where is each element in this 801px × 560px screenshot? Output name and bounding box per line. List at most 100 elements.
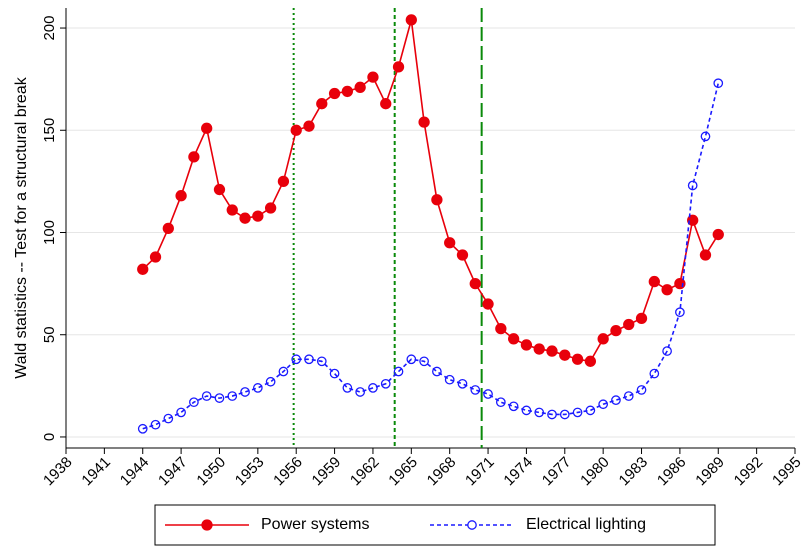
data-point xyxy=(687,214,699,226)
data-point xyxy=(329,368,340,379)
data-point xyxy=(240,387,250,397)
data-point xyxy=(507,333,520,345)
y-tick-label: 150 xyxy=(41,118,58,143)
x-tick-label: 1956 xyxy=(270,454,306,490)
data-point xyxy=(418,116,430,128)
x-tick-label: 1941 xyxy=(78,454,114,490)
x-tick-label: 1953 xyxy=(232,454,268,490)
data-point xyxy=(623,318,635,331)
data-point xyxy=(571,353,584,365)
data-point xyxy=(149,251,162,263)
data-point xyxy=(699,249,712,261)
data-point xyxy=(635,312,648,325)
x-tick-label: 1962 xyxy=(347,454,383,490)
data-point xyxy=(304,354,314,365)
data-point xyxy=(354,81,366,93)
x-tick-label: 1965 xyxy=(385,454,421,490)
data-point xyxy=(239,212,251,224)
data-point xyxy=(406,354,417,365)
data-point xyxy=(456,249,469,261)
data-point xyxy=(419,356,429,367)
data-point xyxy=(290,124,302,136)
x-tick-label: 1947 xyxy=(155,454,191,490)
x-tick-label: 1968 xyxy=(424,454,460,490)
data-point xyxy=(355,387,366,397)
data-point xyxy=(687,180,698,191)
data-point xyxy=(649,368,660,379)
data-point xyxy=(380,378,391,389)
data-point xyxy=(495,397,506,408)
series-line xyxy=(142,19,719,363)
data-point xyxy=(316,356,327,367)
x-tick-label: 1950 xyxy=(193,454,229,490)
data-point xyxy=(444,374,455,385)
x-tick-label: 1971 xyxy=(462,454,498,490)
series-line xyxy=(142,83,720,430)
x-tick-label: 1983 xyxy=(616,454,652,490)
data-point xyxy=(559,409,570,420)
data-point xyxy=(584,355,597,367)
data-point xyxy=(662,346,672,356)
x-tick-label: 1974 xyxy=(500,454,536,490)
data-point xyxy=(150,419,161,430)
data-point xyxy=(137,263,149,275)
data-point xyxy=(431,194,443,206)
data-point xyxy=(469,277,481,290)
data-point xyxy=(648,275,660,288)
data-point xyxy=(432,366,442,377)
data-point xyxy=(176,407,186,418)
data-point xyxy=(137,423,148,434)
data-point xyxy=(201,122,213,134)
data-point xyxy=(661,284,673,296)
x-tick-label: 1977 xyxy=(539,454,575,490)
data-point xyxy=(342,383,353,393)
data-point xyxy=(277,175,290,188)
y-tick-label: 50 xyxy=(41,326,58,343)
data-point xyxy=(278,366,289,377)
legend-label: Electrical lighting xyxy=(526,516,646,533)
data-point xyxy=(534,407,545,418)
x-tick-label: 1995 xyxy=(769,454,801,490)
data-point xyxy=(636,385,647,395)
data-point xyxy=(189,397,199,408)
data-point xyxy=(252,383,263,393)
data-point xyxy=(265,376,276,387)
data-point xyxy=(303,120,315,132)
data-point xyxy=(444,237,456,249)
data-point xyxy=(700,131,711,142)
data-point xyxy=(380,98,392,110)
data-point xyxy=(188,151,200,163)
legend-label: Power systems xyxy=(261,516,369,533)
data-point xyxy=(623,391,634,401)
data-point xyxy=(227,391,238,401)
y-tick-label: 200 xyxy=(41,16,58,41)
data-point xyxy=(316,98,328,110)
data-point xyxy=(175,190,187,202)
data-point xyxy=(291,354,302,365)
x-tick-label: 1986 xyxy=(654,454,690,490)
y-tick-label: 0 xyxy=(41,433,58,441)
data-point xyxy=(585,405,596,416)
data-point xyxy=(341,85,354,98)
y-tick-label: 100 xyxy=(41,220,58,245)
legend-marker xyxy=(467,520,477,530)
data-point xyxy=(597,333,609,345)
x-tick-label: 1938 xyxy=(40,454,76,490)
data-point xyxy=(547,409,557,420)
data-point xyxy=(367,71,379,83)
data-point xyxy=(559,349,571,361)
data-point xyxy=(213,183,226,196)
x-tick-label: 1980 xyxy=(577,454,613,490)
data-point xyxy=(457,378,468,389)
data-point xyxy=(201,391,212,401)
data-point xyxy=(495,322,507,335)
data-point xyxy=(162,222,174,235)
data-point xyxy=(610,324,622,337)
x-tick-label: 1944 xyxy=(117,454,153,490)
data-point xyxy=(393,366,404,377)
x-tick-label: 1992 xyxy=(731,454,767,490)
data-point xyxy=(598,399,609,410)
data-point xyxy=(482,298,494,310)
x-tick-label: 1959 xyxy=(309,454,345,490)
